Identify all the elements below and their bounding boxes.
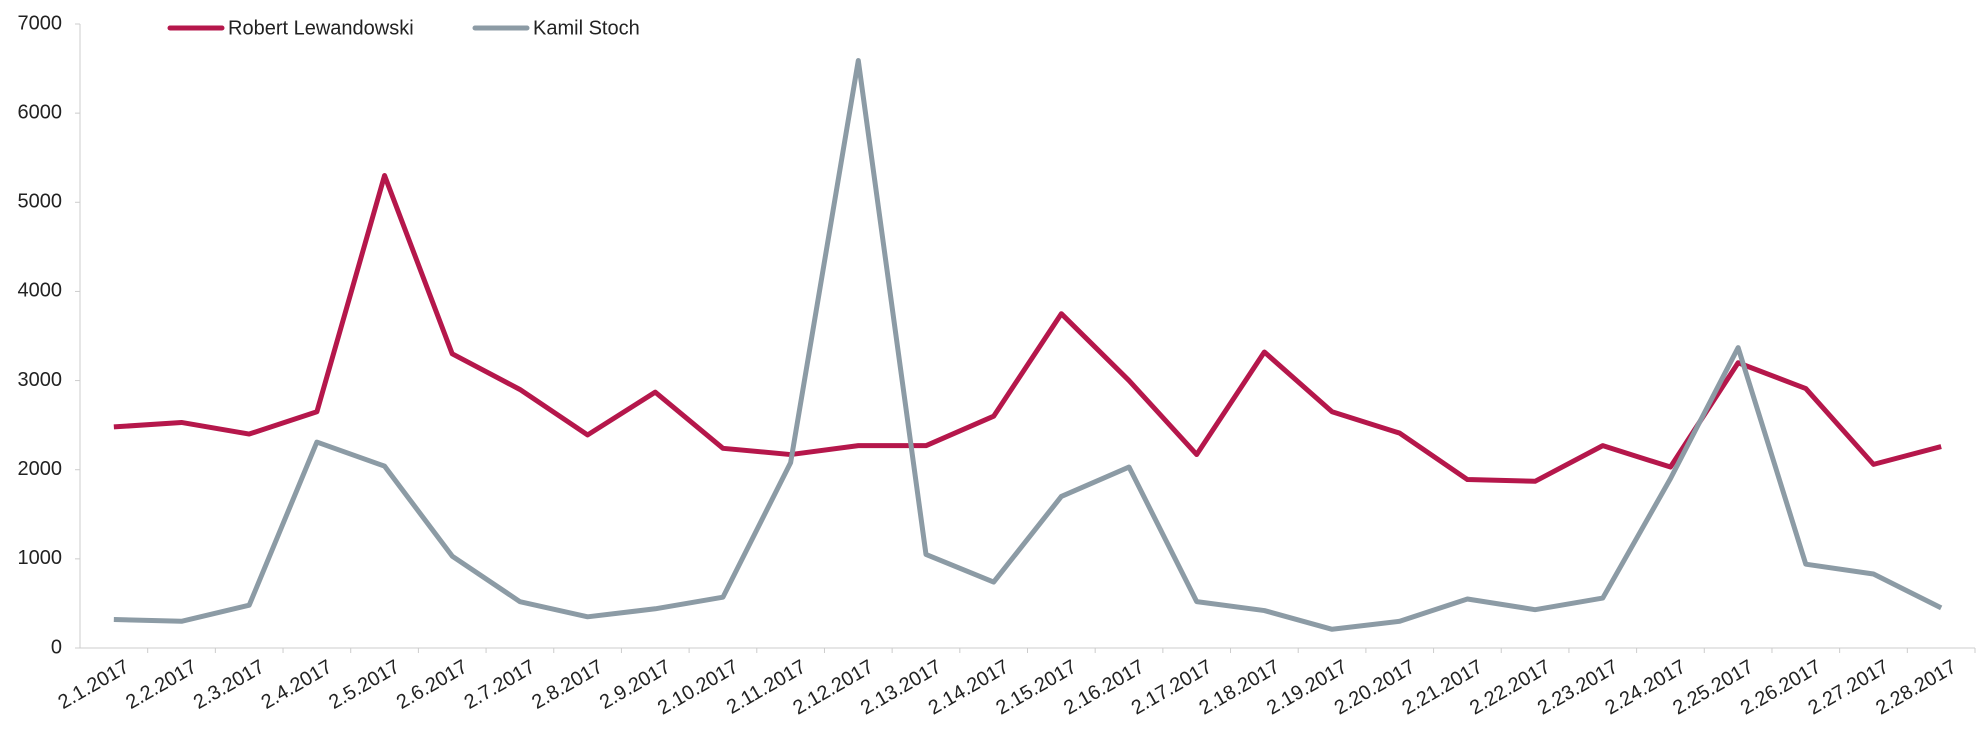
y-tick-label: 7000 (18, 12, 63, 34)
y-tick-label: 6000 (18, 101, 63, 123)
y-tick-label: 4000 (18, 280, 63, 302)
x-tick-label: 2.4.2017 (258, 656, 336, 714)
y-tick-label: 3000 (18, 369, 63, 391)
x-tick-label: 2.3.2017 (190, 656, 268, 714)
series-line (113, 58, 1943, 632)
legend-label: Robert Lewandowski (228, 17, 414, 39)
y-tick-label: 2000 (18, 458, 63, 480)
y-tick-label: 0 (51, 636, 62, 658)
series-line (113, 173, 1942, 484)
x-tick-label: 2.7.2017 (461, 656, 539, 714)
x-tick-label: 2.2.2017 (122, 656, 200, 714)
x-tick-label: 2.8.2017 (528, 656, 606, 714)
x-tick-label: 2.5.2017 (325, 656, 403, 714)
y-tick-label: 1000 (18, 547, 63, 569)
x-tick-label: 2.1.2017 (55, 656, 133, 714)
x-tick-label: 2.6.2017 (393, 656, 471, 714)
y-tick-label: 5000 (18, 191, 63, 213)
legend-label: Kamil Stoch (533, 17, 640, 39)
